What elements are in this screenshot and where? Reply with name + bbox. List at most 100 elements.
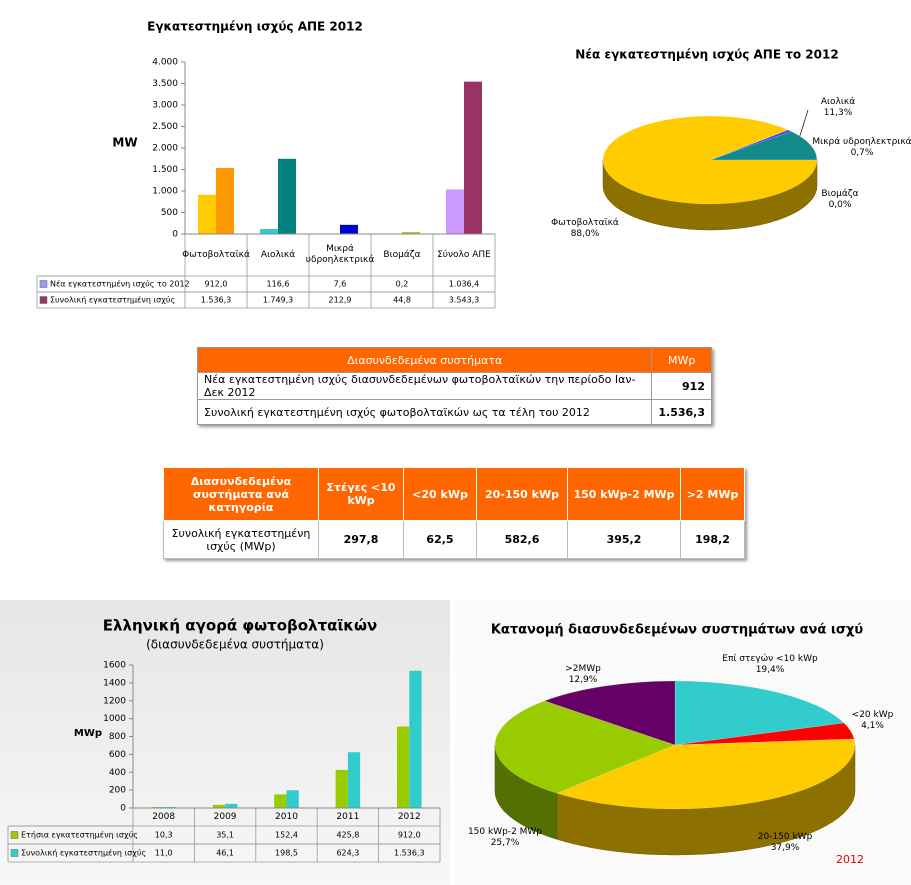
table-header: <20 kWp bbox=[403, 467, 477, 521]
data-label: 3.543,3 bbox=[449, 296, 480, 305]
y-tick-label: 1000 bbox=[103, 714, 126, 724]
y-tick-label: 500 bbox=[161, 208, 178, 218]
pie-label: Βιομάζα 0,0% bbox=[800, 189, 880, 211]
data-label: 1.536,3 bbox=[201, 296, 232, 305]
data-label: 152,4 bbox=[275, 831, 298, 840]
panel-background bbox=[0, 600, 450, 885]
chart-subtitle: (διασυνδεδεμένα συστήματα) bbox=[146, 638, 324, 652]
pie-category-label: 150 kWp-2 MWp bbox=[467, 827, 543, 837]
bar bbox=[274, 794, 287, 808]
data-label: 44,8 bbox=[393, 296, 411, 305]
table-cell: 198,2 bbox=[680, 520, 745, 559]
annotation: 2012 bbox=[836, 853, 864, 866]
table-cell: 1.536,3 bbox=[651, 399, 712, 425]
pie-value-label: 12,9% bbox=[568, 675, 598, 685]
legend-swatch bbox=[10, 831, 19, 839]
bar bbox=[286, 790, 299, 808]
pie-category-label: Βιομάζα bbox=[821, 189, 859, 199]
data-label: 912,0 bbox=[205, 280, 228, 289]
pie-slice bbox=[709, 129, 792, 161]
pie-value-label: 11,3% bbox=[823, 108, 853, 118]
pie-label: 150 kWp-2 MWp 25,7% bbox=[460, 827, 550, 849]
table-cell: 297,8 bbox=[318, 520, 404, 559]
pie-value-label: 0,0% bbox=[828, 200, 852, 210]
table-cell: 582,6 bbox=[476, 520, 568, 559]
x-tick-label: 2009 bbox=[213, 811, 237, 822]
pie-value-label: 37,9% bbox=[770, 843, 800, 853]
pie-category-label: Επί στεγών <10 kWp bbox=[722, 654, 818, 664]
pie-label: <20 kWp 4,1% bbox=[845, 710, 900, 732]
bar bbox=[335, 769, 348, 808]
data-label: 0,2 bbox=[396, 280, 409, 289]
table-header: Διασυνδεδεμένα συστήματα bbox=[196, 347, 653, 373]
x-tick-label: Σύνολο ΑΠΕ bbox=[437, 249, 491, 260]
table-cell: 912 bbox=[651, 372, 712, 400]
pie-slice bbox=[709, 131, 818, 161]
pie-slice bbox=[602, 115, 818, 205]
bar bbox=[347, 752, 361, 808]
pie-slice bbox=[494, 700, 676, 794]
legend-label: Νέα εγκατεστημένη ισχύς το 2012 bbox=[50, 279, 190, 289]
data-label: 7,6 bbox=[334, 280, 347, 289]
data-label: 212,9 bbox=[329, 296, 352, 305]
bar bbox=[409, 670, 422, 808]
pie-category-label: 20-150 kWp bbox=[757, 832, 813, 842]
table-cell: Συνολική εγκατεστημένη ισχύς φωτοβολταϊκ… bbox=[196, 399, 653, 425]
y-tick-label: 3.500 bbox=[152, 79, 178, 89]
bar bbox=[216, 167, 234, 234]
data-label: 425,8 bbox=[336, 831, 359, 840]
data-label: 1.749,3 bbox=[263, 296, 294, 305]
table-header: MWp bbox=[651, 347, 712, 373]
bar bbox=[402, 232, 420, 234]
bar bbox=[225, 803, 238, 808]
table-header: >2 MWp bbox=[680, 467, 745, 521]
y-axis-label: MW bbox=[112, 136, 137, 150]
y-tick-label: 400 bbox=[109, 768, 126, 778]
y-tick-label: 1.000 bbox=[152, 187, 178, 197]
table-cell: 395,2 bbox=[567, 520, 681, 559]
data-label: 11,0 bbox=[155, 849, 173, 858]
chart-title: Νέα εγκατεστημένη ισχύς ΑΠΕ το 2012 bbox=[575, 48, 838, 62]
bar bbox=[278, 158, 296, 234]
data-label: 1.036,4 bbox=[449, 280, 480, 289]
pie-value-label: 19,4% bbox=[755, 665, 785, 675]
y-tick-label: 800 bbox=[109, 732, 126, 742]
x-tick-label: Αιολικά bbox=[260, 249, 296, 260]
data-label: 10,3 bbox=[155, 831, 173, 840]
chart-title: Εγκατεστημένη ισχύς ΑΠΕ 2012 bbox=[147, 20, 363, 34]
table-cell: Νέα εγκατεστημένη ισχύς διασυνδεδεμένων … bbox=[196, 372, 653, 400]
pie-category-label: Φωτοβολταϊκά bbox=[551, 218, 619, 228]
x-tick-label: 2011 bbox=[336, 811, 360, 822]
pie-value-label: 4,1% bbox=[861, 721, 884, 731]
data-label: 198,5 bbox=[275, 849, 298, 858]
y-tick-label: 2.000 bbox=[152, 144, 178, 154]
y-tick-label: 0 bbox=[120, 804, 126, 814]
bar bbox=[397, 726, 410, 808]
legend-label: Συνολική εγκατεστημένη ισχύς bbox=[21, 848, 146, 858]
x-tick-label: Μικρά υδροηλεκτρικά bbox=[305, 244, 375, 265]
y-tick-label: 600 bbox=[109, 750, 126, 760]
bar bbox=[212, 804, 226, 808]
bar bbox=[340, 224, 358, 234]
x-tick-label: Φωτοβολταϊκά bbox=[182, 249, 250, 260]
pie-label: Αιολικά 11,3% bbox=[800, 97, 876, 119]
table-categories: Διασυνδεδεμένα συστήματα ανά κατηγορία Σ… bbox=[163, 467, 745, 559]
bar bbox=[260, 228, 278, 234]
pie-value-label: 88,0% bbox=[570, 229, 600, 239]
bar bbox=[464, 81, 482, 235]
data-label: 46,1 bbox=[216, 849, 234, 858]
table-interconnected: Διασυνδεδεμένα συστήματα MWp Νέα εγκατεσ… bbox=[196, 347, 712, 425]
pie-slice bbox=[556, 738, 856, 810]
table-header: 20-150 kWp bbox=[476, 467, 568, 521]
legend-label: Ετήσια εγκατεστημένη ισχύς bbox=[21, 830, 138, 840]
table-cell: 62,5 bbox=[403, 520, 477, 559]
y-tick-label: 1.500 bbox=[152, 165, 178, 175]
legend-swatch bbox=[10, 849, 19, 857]
table-cell: Συνολική εγκατεστημένη ισχύς (MWp) bbox=[163, 520, 319, 559]
x-tick-label: 2012 bbox=[397, 811, 421, 822]
chart-title: Κατανομή διασυνδεδεμένων συστημάτων ανά … bbox=[491, 623, 864, 638]
data-label: 35,1 bbox=[216, 831, 234, 840]
pie-slice bbox=[674, 680, 845, 746]
